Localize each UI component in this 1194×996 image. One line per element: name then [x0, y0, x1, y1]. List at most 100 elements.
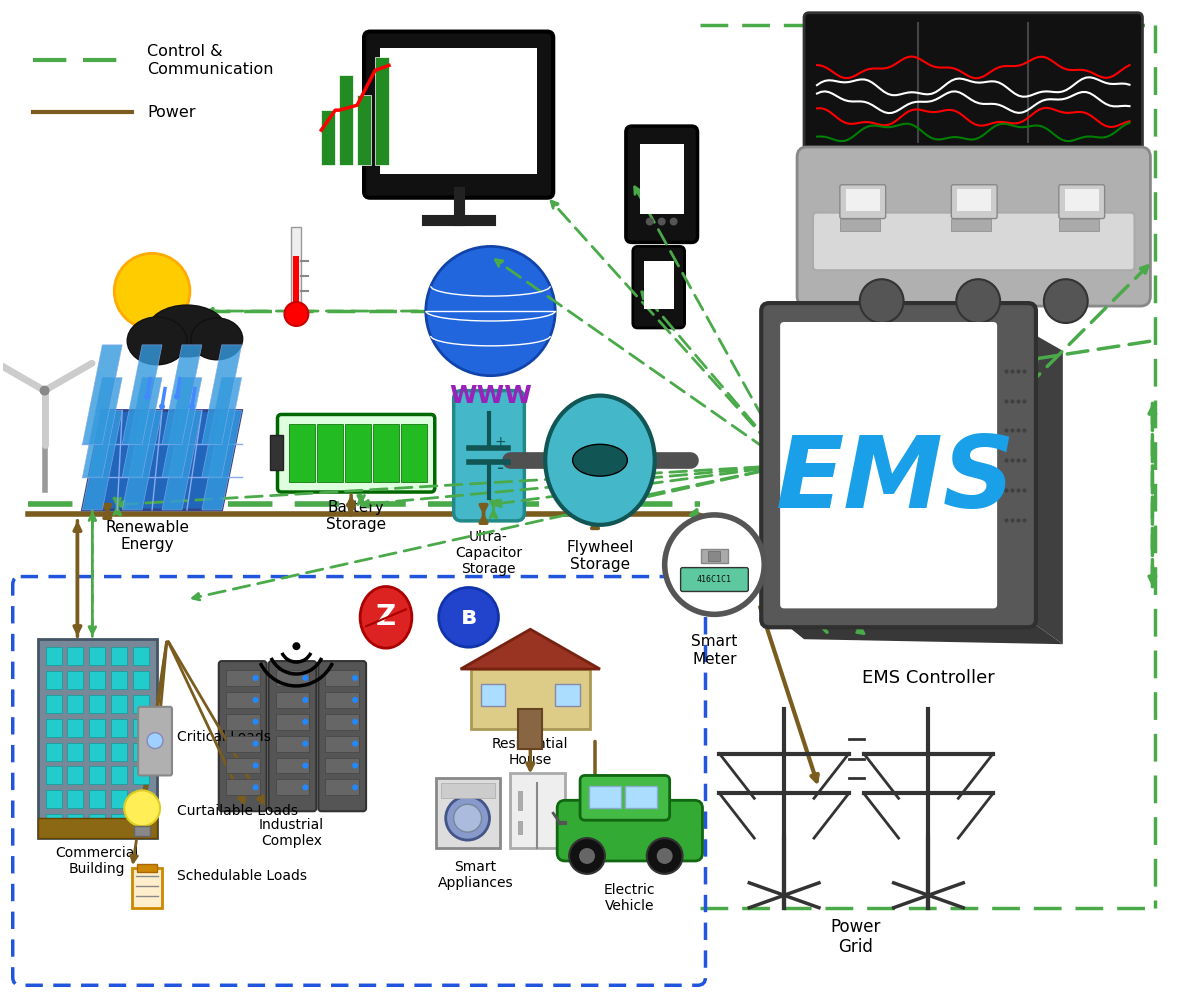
FancyBboxPatch shape [681, 568, 749, 592]
Text: Residential
House: Residential House [492, 737, 568, 767]
Bar [325, 670, 359, 686]
FancyBboxPatch shape [580, 776, 670, 820]
Bar [38, 818, 158, 838]
Polygon shape [162, 377, 202, 477]
Polygon shape [202, 377, 241, 477]
Ellipse shape [361, 587, 412, 648]
Circle shape [253, 763, 259, 769]
Bar [375, 58, 389, 165]
Bar [276, 758, 309, 774]
Bar [133, 868, 162, 907]
Bar [276, 670, 309, 686]
Polygon shape [122, 410, 162, 510]
Bar [845, 188, 880, 210]
Bar [90, 743, 105, 761]
Bar [510, 774, 565, 848]
Polygon shape [780, 620, 1063, 644]
FancyBboxPatch shape [839, 184, 886, 218]
Bar [289, 424, 315, 482]
Bar [134, 791, 149, 809]
Bar [111, 814, 128, 832]
Circle shape [253, 719, 259, 725]
Circle shape [860, 279, 904, 323]
Bar [68, 719, 84, 737]
Bar [325, 692, 359, 708]
Bar [90, 814, 105, 832]
Bar [90, 767, 105, 785]
Bar [345, 424, 371, 482]
Text: Schedulable Loads: Schedulable Loads [177, 869, 307, 882]
Text: Smart
Appliances: Smart Appliances [438, 860, 513, 890]
Text: Power
Grid: Power Grid [831, 917, 881, 956]
Circle shape [445, 797, 490, 840]
Bar [134, 814, 149, 832]
Bar [276, 692, 309, 708]
Bar [276, 714, 309, 730]
Ellipse shape [128, 317, 187, 365]
Circle shape [302, 719, 308, 725]
Bar [1065, 188, 1098, 210]
FancyBboxPatch shape [952, 184, 997, 218]
Circle shape [352, 785, 358, 791]
Circle shape [657, 848, 672, 864]
Bar [68, 743, 84, 761]
Text: Control &
Communication: Control & Communication [147, 44, 273, 77]
Bar [373, 424, 399, 482]
Text: Renewable
Energy: Renewable Energy [105, 520, 189, 552]
Circle shape [426, 246, 555, 375]
Circle shape [454, 805, 481, 832]
Bar [111, 719, 128, 737]
Circle shape [124, 791, 160, 826]
Bar [644, 261, 673, 309]
Circle shape [189, 403, 195, 409]
Bar [321, 111, 336, 165]
Circle shape [658, 217, 666, 225]
Bar [134, 743, 149, 761]
Bar [45, 719, 62, 737]
Bar [436, 779, 500, 848]
Bar [708, 551, 720, 561]
Circle shape [302, 741, 308, 747]
Text: Utility Operator: Utility Operator [849, 316, 978, 334]
Bar [134, 647, 149, 665]
Bar [325, 780, 359, 796]
Circle shape [352, 697, 358, 703]
Circle shape [665, 515, 764, 615]
Circle shape [284, 302, 308, 326]
Bar [640, 144, 684, 213]
Circle shape [352, 719, 358, 725]
Bar [291, 226, 301, 311]
Polygon shape [202, 345, 241, 444]
FancyBboxPatch shape [798, 147, 1150, 306]
Bar [276, 780, 309, 796]
Circle shape [302, 763, 308, 769]
Bar [90, 647, 105, 665]
Bar [276, 736, 309, 752]
Polygon shape [82, 410, 241, 510]
Polygon shape [202, 410, 241, 510]
Ellipse shape [147, 305, 227, 357]
Bar [226, 736, 259, 752]
Circle shape [115, 253, 190, 329]
Circle shape [438, 588, 498, 647]
Ellipse shape [191, 318, 242, 360]
FancyBboxPatch shape [633, 246, 684, 328]
Bar [325, 758, 359, 774]
Circle shape [144, 393, 150, 399]
Circle shape [159, 403, 165, 409]
Bar [952, 218, 991, 230]
Text: Smart
Meter: Smart Meter [691, 634, 738, 666]
Polygon shape [122, 345, 162, 444]
Bar [90, 695, 105, 713]
Bar [357, 96, 371, 165]
Text: Z: Z [376, 604, 396, 631]
Bar [45, 647, 62, 665]
Bar [226, 780, 259, 796]
Text: Curtailable Loads: Curtailable Loads [177, 804, 298, 819]
Circle shape [670, 217, 678, 225]
Bar [45, 671, 62, 689]
Bar [134, 826, 150, 836]
Text: Ultra-
Capacitor
Storage: Ultra- Capacitor Storage [455, 530, 522, 577]
Bar [480, 684, 505, 706]
Bar [90, 671, 105, 689]
